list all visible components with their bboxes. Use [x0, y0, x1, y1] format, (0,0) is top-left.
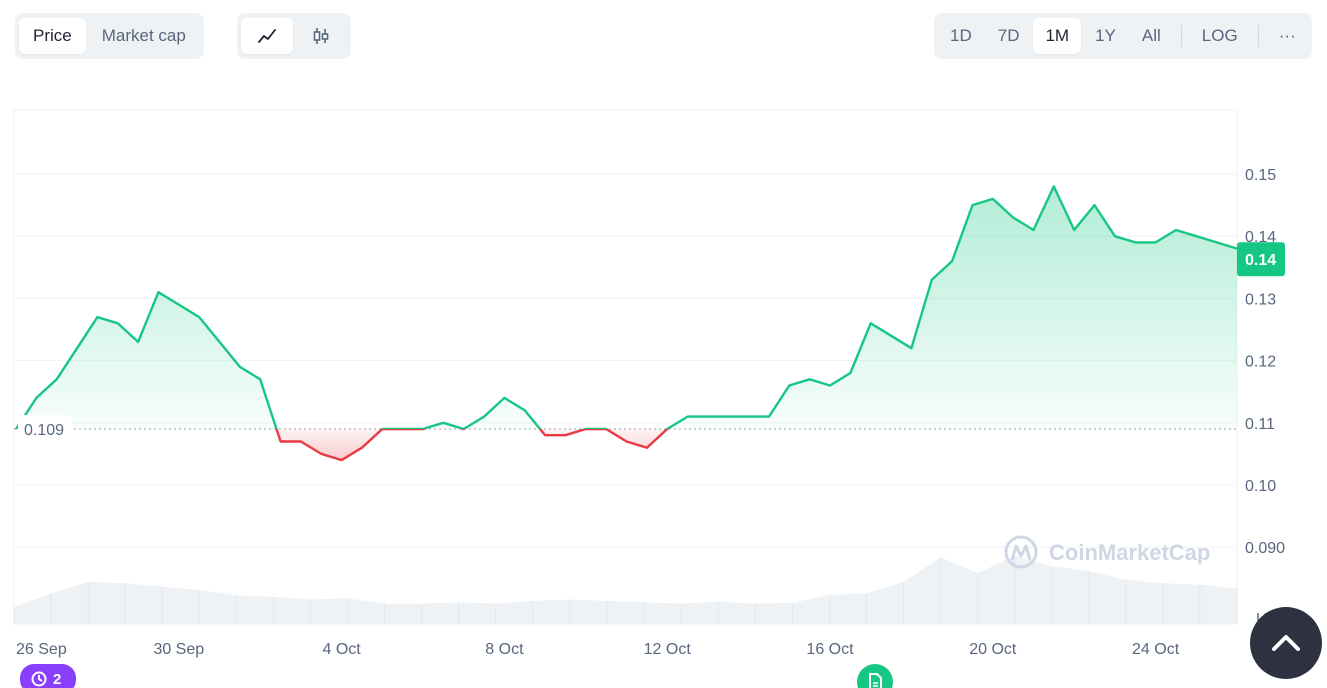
x-tick-label: 4 Oct: [322, 641, 361, 658]
candlestick-chart-button[interactable]: [295, 18, 347, 54]
price-marketcap-toggle: Price Market cap: [15, 13, 204, 59]
divider: [1257, 25, 1259, 47]
chevron-up-icon: [1272, 635, 1300, 651]
x-tick-label: 12 Oct: [644, 641, 692, 658]
chart-style-toggle: [237, 13, 351, 59]
coinmarketcap-logo-icon: [1004, 535, 1038, 569]
range-all[interactable]: All: [1141, 26, 1161, 45]
x-tick-label: 20 Oct: [969, 641, 1017, 658]
current-price-text: 0.14: [1245, 252, 1276, 269]
reference-value-label: 0.109: [18, 415, 72, 444]
y-tick-label: 0.14: [1245, 229, 1276, 246]
area-above-reference: [16, 186, 1237, 430]
scroll-to-top-button[interactable]: [1250, 607, 1322, 679]
x-axis-ticks: 26 Sep 30 Sep 4 Oct 8 Oct 12 Oct 16 Oct 20 Oct…: [16, 641, 1180, 658]
y-tick-label: 0.15: [1245, 167, 1276, 184]
range-1d[interactable]: 1D: [950, 26, 972, 45]
y-tick-label: 0.12: [1245, 354, 1276, 371]
history-badge[interactable]: 2: [20, 664, 76, 688]
history-icon: [31, 671, 47, 687]
document-icon: [869, 673, 882, 688]
x-tick-label: 16 Oct: [806, 641, 854, 658]
tab-market-cap[interactable]: Market cap: [101, 26, 186, 45]
range-7d[interactable]: 7D: [997, 26, 1020, 45]
y-tick-label: 0.090: [1245, 540, 1285, 557]
time-range-selector: 1D 7D 1M 1Y All LOG ···: [934, 13, 1312, 59]
volume-area: [14, 556, 1237, 624]
x-tick-label: 30 Sep: [153, 641, 204, 658]
price-line: [14, 185, 1238, 462]
x-tick-label: 26 Sep: [16, 641, 67, 658]
range-1m[interactable]: 1M: [1033, 18, 1082, 54]
price-area-fill: [16, 186, 1237, 461]
current-price-badge: 0.14: [1237, 242, 1285, 277]
price-line-up: [14, 185, 1238, 430]
y-tick-label: 0.10: [1245, 478, 1276, 495]
area-below-reference: [276, 429, 668, 461]
event-marker[interactable]: [857, 664, 893, 688]
price-line-down: [16, 429, 670, 462]
y-tick-label: 0.13: [1245, 291, 1276, 308]
line-chart-button[interactable]: [241, 18, 293, 54]
candlestick-icon: [313, 28, 329, 44]
reference-value-text: 0.109: [24, 422, 64, 439]
divider: [1180, 25, 1182, 47]
y-axis-ticks: 0.15 0.14 0.13 0.12 0.11 0.10 0.090: [1245, 167, 1285, 557]
y-tick-label: 0.11: [1245, 416, 1275, 433]
log-scale-button[interactable]: LOG: [1201, 26, 1238, 45]
line-chart-icon: [258, 29, 276, 43]
x-tick-label: 8 Oct: [485, 641, 524, 658]
range-1y[interactable]: 1Y: [1095, 26, 1116, 45]
coinmarketcap-watermark: CoinMarketCap: [1004, 535, 1210, 569]
tab-price[interactable]: Price: [19, 18, 86, 54]
x-tick-label: 24 Oct: [1132, 641, 1180, 658]
more-options-button[interactable]: ···: [1278, 26, 1296, 45]
watermark-text: CoinMarketCap: [1049, 540, 1210, 565]
history-count: 2: [53, 670, 62, 688]
volume-bars: [13, 556, 1238, 624]
